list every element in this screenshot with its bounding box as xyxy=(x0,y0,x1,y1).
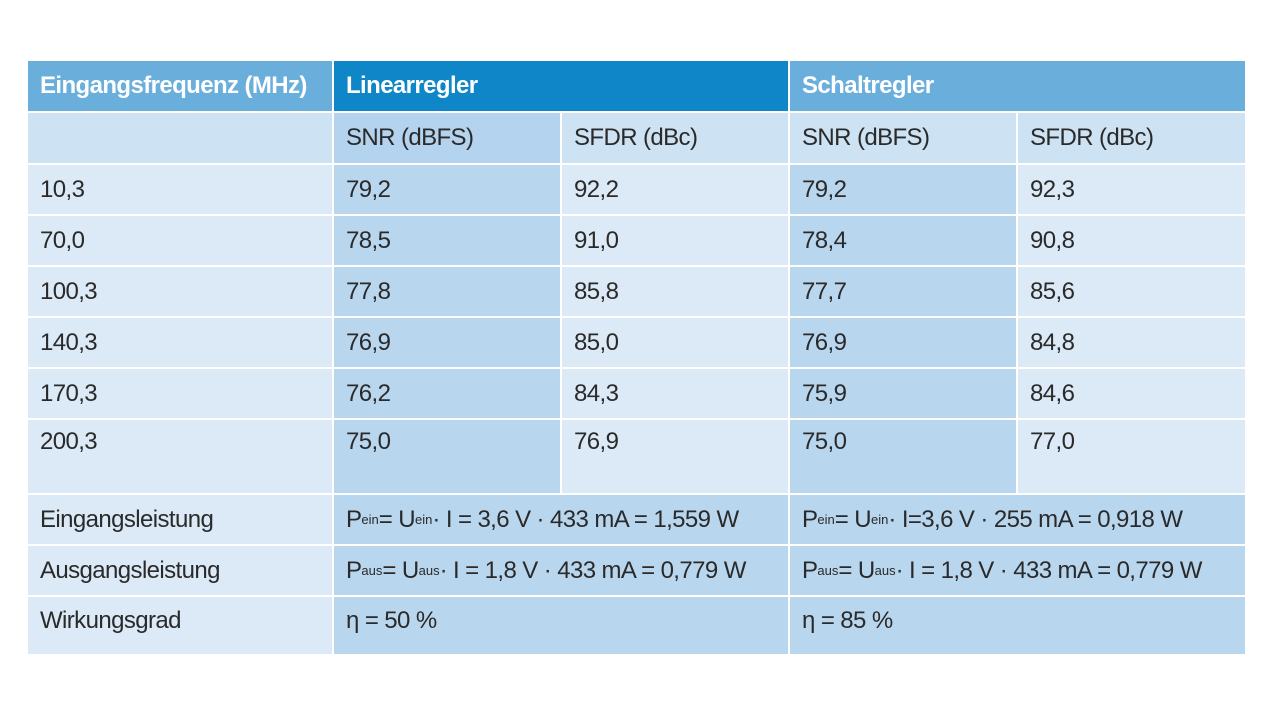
subheader-empty xyxy=(28,113,334,163)
formula-subscript: ein xyxy=(361,512,379,527)
formula-rest: · I = 3,6 V · 433 mA = 1,559 W xyxy=(432,505,739,533)
linear-snr-cell: 76,9 xyxy=(334,318,562,367)
schalt-sfdr-cell: 77,0 xyxy=(1018,420,1245,493)
header-switching-regulator: Schaltregler xyxy=(790,61,1245,111)
frequency-cell: 200,3 xyxy=(28,420,334,493)
linear-sfdr-cell: 84,3 xyxy=(562,369,790,418)
header-input-frequency: Eingangsfrequenz (MHz) xyxy=(28,61,334,111)
schalt-snr-cell: 77,7 xyxy=(790,267,1018,316)
formula-rest: · I = 1,8 V · 433 mA = 0,779 W xyxy=(895,556,1203,584)
table-row: 10,3 79,2 92,2 79,2 92,3 xyxy=(28,165,1245,216)
formula-symbol-p: P xyxy=(802,505,818,533)
frequency-cell: 10,3 xyxy=(28,165,334,214)
efficiency-label: Wirkungsgrad xyxy=(28,597,334,654)
formula-symbol-p: P xyxy=(346,556,362,584)
linear-snr-cell: 79,2 xyxy=(334,165,562,214)
efficiency-row: Wirkungsgrad η = 50 % η = 85 % xyxy=(28,597,1245,654)
table-row: 100,3 77,8 85,8 77,7 85,6 xyxy=(28,267,1245,318)
schalt-snr-cell: 75,9 xyxy=(790,369,1018,418)
subheader-linear-sfdr: SFDR (dBc) xyxy=(562,113,790,163)
formula-symbol-p: P xyxy=(802,556,818,584)
linear-snr-cell: 78,5 xyxy=(334,216,562,265)
schalt-sfdr-cell: 84,6 xyxy=(1018,369,1245,418)
formula-rest: · I = 1,8 V · 433 mA = 0,779 W xyxy=(439,556,747,584)
subheader-row: SNR (dBFS) SFDR (dBc) SNR (dBFS) SFDR (d… xyxy=(28,113,1245,165)
schalt-sfdr-cell: 92,3 xyxy=(1018,165,1245,214)
subheader-schalt-sfdr: SFDR (dBc) xyxy=(1018,113,1245,163)
subheader-schalt-snr: SNR (dBFS) xyxy=(790,113,1018,163)
linear-sfdr-cell: 85,0 xyxy=(562,318,790,367)
header-linear-regulator: Linearregler xyxy=(334,61,790,111)
linear-sfdr-cell: 85,8 xyxy=(562,267,790,316)
formula-symbol-u: = U xyxy=(838,556,875,584)
input-power-label: Eingangsleistung xyxy=(28,495,334,544)
formula-subscript: aus xyxy=(874,563,896,578)
formula-symbol-u: = U xyxy=(378,505,416,533)
linear-snr-cell: 77,8 xyxy=(334,267,562,316)
frequency-cell: 100,3 xyxy=(28,267,334,316)
subheader-linear-snr: SNR (dBFS) xyxy=(334,113,562,163)
linear-sfdr-cell: 76,9 xyxy=(562,420,790,493)
schalt-sfdr-cell: 85,6 xyxy=(1018,267,1245,316)
formula-subscript: aus xyxy=(418,563,440,578)
schalt-sfdr-cell: 90,8 xyxy=(1018,216,1245,265)
formula-subscript: aus xyxy=(817,563,839,578)
output-power-label: Ausgangsleistung xyxy=(28,546,334,595)
schalt-snr-cell: 75,0 xyxy=(790,420,1018,493)
linear-snr-cell: 75,0 xyxy=(334,420,562,493)
table-row: 200,3 75,0 76,9 75,0 77,0 xyxy=(28,420,1245,495)
schalt-snr-cell: 79,2 xyxy=(790,165,1018,214)
linear-efficiency-value: η = 50 % xyxy=(334,597,790,654)
linear-sfdr-cell: 91,0 xyxy=(562,216,790,265)
formula-subscript: ein xyxy=(817,512,835,527)
linear-sfdr-cell: 92,2 xyxy=(562,165,790,214)
formula-subscript: aus xyxy=(361,563,383,578)
schalt-snr-cell: 76,9 xyxy=(790,318,1018,367)
formula-subscript: ein xyxy=(415,512,433,527)
table-row: 70,0 78,5 91,0 78,4 90,8 xyxy=(28,216,1245,267)
formula-rest: · I=3,6 V · 255 mA = 0,918 W xyxy=(888,505,1183,533)
table-row: 170,3 76,2 84,3 75,9 84,6 xyxy=(28,369,1245,420)
comparison-table: Eingangsfrequenz (MHz) Linearregler Scha… xyxy=(28,61,1245,654)
linear-snr-cell: 76,2 xyxy=(334,369,562,418)
formula-symbol-u: = U xyxy=(834,505,872,533)
formula-symbol-u: = U xyxy=(382,556,419,584)
frequency-cell: 170,3 xyxy=(28,369,334,418)
formula-symbol-p: P xyxy=(346,505,362,533)
table-row: 140,3 76,9 85,0 76,9 84,8 xyxy=(28,318,1245,369)
schalt-snr-cell: 78,4 xyxy=(790,216,1018,265)
frequency-cell: 140,3 xyxy=(28,318,334,367)
frequency-cell: 70,0 xyxy=(28,216,334,265)
formula-subscript: ein xyxy=(871,512,889,527)
schalt-sfdr-cell: 84,8 xyxy=(1018,318,1245,367)
header-row: Eingangsfrequenz (MHz) Linearregler Scha… xyxy=(28,61,1245,113)
schalt-efficiency-value: η = 85 % xyxy=(790,597,1245,654)
